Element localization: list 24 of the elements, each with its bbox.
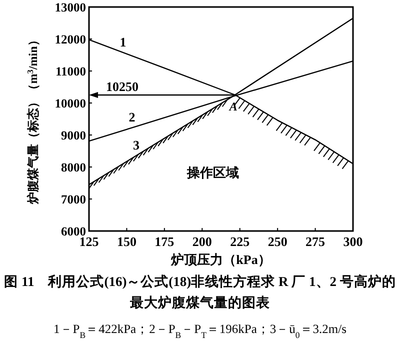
y-tick-label: 6000 [61,224,86,238]
legend-label: 3 [133,138,140,153]
text: 1－P$_{B}$＝422kPa；2－P$_{B}$－P$_{T}$＝196kPa；3－ū$_{0}$＝3.2m/s [54,322,346,340]
x-tick-label: 150 [116,234,136,249]
y-tick-label: 9000 [61,128,86,142]
y-tick-label: 11000 [55,64,86,78]
annotation: 10250 [106,79,138,94]
x-tick-label: 275 [306,234,326,249]
x-tick-label: 225 [230,234,250,249]
y-tick-label: 8000 [61,160,86,174]
x-axis-title: 炉顶压力（kPa） [170,252,271,267]
y-tick-label: 10000 [54,96,86,110]
x-tick-label: 250 [268,234,288,249]
x-tick-label: 175 [154,234,175,249]
series-label: 1 [120,34,126,50]
y-tick-label: 13000 [54,0,86,14]
series-label: 2 [128,110,136,125]
annotation: A [228,100,238,114]
y-tick-label: 7000 [61,192,86,206]
x-tick-label: 300 [343,234,363,249]
annotation: 操作区域 [186,165,240,180]
text: 图 11 利用公式(16)～公式(18)非线性方程求 R 厂 1、2 号高炉的最大炉腹煤气量的图表 [4,273,396,310]
x-tick-label: 200 [192,234,212,249]
y-tick-label: 12000 [54,32,86,46]
